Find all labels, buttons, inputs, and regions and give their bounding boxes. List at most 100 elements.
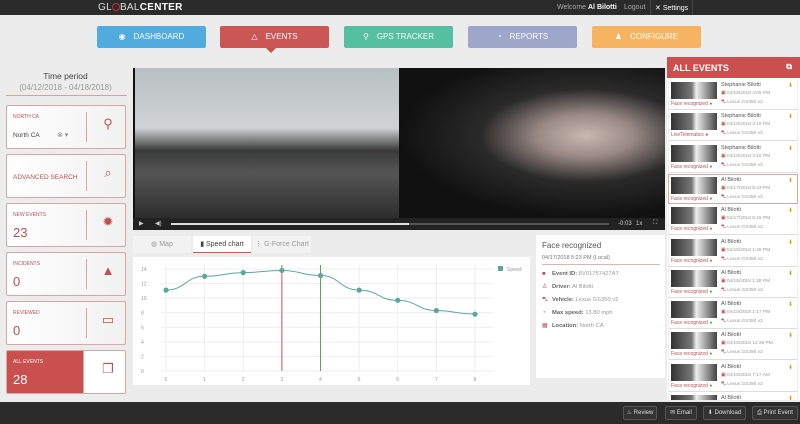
nav-configure[interactable]: ♟ CONFIGURE bbox=[592, 26, 701, 48]
event-type: Face recognized ● bbox=[671, 351, 712, 357]
event-id-row: ■ Event ID: 8V01757427A7 bbox=[542, 271, 619, 277]
user-config-icon: ♟ bbox=[614, 32, 623, 41]
driver-name: Al Bilotti bbox=[721, 395, 741, 400]
settings-link[interactable]: ✕ Settings bbox=[650, 0, 694, 15]
event-list-item[interactable]: Face recognized ● Al Bilotti ▣ 04/15/201… bbox=[668, 236, 798, 267]
print-event-button[interactable]: ⎙ Print Event bbox=[752, 406, 798, 420]
volume-icon[interactable]: ◀) bbox=[155, 221, 162, 227]
logo[interactable]: GL BALCENTER bbox=[98, 2, 183, 13]
advanced-search[interactable]: ADVANCED SEARCH ⌕ bbox=[6, 154, 126, 198]
region-select[interactable]: North CA bbox=[13, 132, 40, 139]
calendar-icon: ▣ bbox=[721, 310, 727, 316]
download-icon[interactable]: ⬇ bbox=[787, 208, 793, 215]
tab-g-force-chart[interactable]: ⋮ G-Force Chart bbox=[253, 236, 311, 253]
download-icon[interactable]: ⬇ bbox=[787, 302, 793, 309]
event-vehicle: ⛍ Lexus GS350 v2 bbox=[721, 288, 763, 294]
event-list-item[interactable]: Al Bilotti ⬇ bbox=[668, 393, 798, 400]
download-icon[interactable]: ⬇ bbox=[787, 239, 793, 246]
logo-text-bold: CENTER bbox=[139, 2, 183, 13]
nav-gps-tracker[interactable]: ⚲ GPS TRACKER bbox=[344, 26, 453, 48]
download-icon[interactable]: ⬇ bbox=[787, 396, 793, 400]
download-button[interactable]: ⬇ Download bbox=[703, 406, 746, 420]
print-icon: ⎙ bbox=[757, 410, 764, 416]
new-events-card[interactable]: NEW EVENTS 23 ✹ bbox=[6, 203, 126, 247]
welcome-text: Welcome Al Bilotti bbox=[557, 4, 617, 11]
tab-map[interactable]: ◍ Map bbox=[133, 236, 191, 253]
alert-badge-icon: ✹ bbox=[102, 214, 114, 229]
seek-bar-remaining[interactable] bbox=[409, 223, 609, 225]
y-tick-label: 2 bbox=[141, 354, 144, 360]
event-date: ▣ 04/15/2018 12:29 PM bbox=[721, 341, 773, 346]
event-list-item[interactable]: Face recognized ● Al Bilotti ▣ 04/15/201… bbox=[668, 267, 798, 298]
all-events-card[interactable]: ALL EVENTS 28 ❐ bbox=[6, 350, 126, 394]
video-player[interactable]: ▶ ◀) -0:03 1x ⛶ bbox=[133, 68, 665, 230]
event-type: Face recognized ● bbox=[671, 226, 712, 232]
speed-chart: 0 2 4 6 8 10 12 14 0 1 2 3 4 5 6 7 8 Speed bbox=[133, 257, 530, 385]
divider bbox=[86, 259, 87, 289]
nav-events[interactable]: △ EVENTS bbox=[220, 26, 329, 48]
download-icon[interactable]: ⬇ bbox=[787, 333, 793, 340]
download-icon[interactable]: ⬇ bbox=[787, 114, 793, 121]
event-list-item[interactable]: Face recognized ● Al Bilotti ▣ 04/17/201… bbox=[668, 205, 798, 236]
event-vehicle: ⛍ Lexus GS350 v2 bbox=[721, 225, 763, 231]
data-point bbox=[433, 307, 439, 314]
download-icon[interactable]: ⬇ bbox=[787, 145, 793, 152]
time-period-value[interactable]: (04/12/2018 - 04/18/2018) bbox=[19, 83, 112, 92]
event-list-item[interactable]: Face recognized ● Stephanie Bilotti ▣ 04… bbox=[668, 142, 798, 173]
card-label: ALL EVENTS bbox=[13, 359, 44, 365]
event-type-label: Face recognized bbox=[671, 101, 708, 107]
car-icon: ⛍ bbox=[721, 256, 728, 262]
download-icon[interactable]: ⬇ bbox=[787, 177, 793, 184]
seek-bar[interactable] bbox=[171, 223, 409, 225]
driver-name: Stephanie Bilotti bbox=[721, 82, 761, 88]
region-filter[interactable]: NORTH CA North CA ⊗ ▾ ⚲ bbox=[6, 105, 126, 149]
map-pin-icon: ⚲ bbox=[362, 32, 369, 41]
nav-dashboard[interactable]: ◉ DASHBOARD bbox=[97, 26, 206, 48]
g-force-icon: ⋮ bbox=[255, 241, 265, 248]
review-icon: ♨ bbox=[626, 410, 634, 416]
event-type: Face recognized ● bbox=[671, 320, 712, 326]
play-icon[interactable]: ▶ bbox=[139, 221, 144, 227]
event-list-item[interactable]: LiveTelematics ● Stephanie Bilotti ▣ 04/… bbox=[668, 111, 798, 142]
calendar-icon: ▣ bbox=[721, 122, 727, 128]
tab-speed-chart[interactable]: ▮ Speed chart bbox=[193, 236, 251, 253]
event-thumbnail bbox=[671, 269, 717, 287]
review-button[interactable]: ♨ Review bbox=[623, 406, 657, 420]
driver-name: Al Bilotti bbox=[721, 176, 741, 183]
incidents-card[interactable]: INCIDENTS 0 ▲ bbox=[6, 252, 126, 296]
date-text: 04/15/2018 1:28 PM bbox=[726, 278, 771, 284]
download-icon[interactable]: ⬇ bbox=[787, 364, 793, 371]
tab-label: Speed chart bbox=[206, 241, 244, 248]
calendar-icon: ▣ bbox=[721, 341, 727, 347]
vehicle-row: ⛍ Vehicle: Lexus GS350 v2 bbox=[542, 297, 618, 304]
card-label: REVIEWED bbox=[13, 310, 40, 316]
reviewed-card[interactable]: REVIEWED 0 ▭ bbox=[6, 301, 126, 345]
vehicle-text: Lexus GS350 v2 bbox=[727, 100, 763, 105]
map-icon: ▦ bbox=[542, 323, 548, 329]
clear-icon[interactable]: ⊗ ▾ bbox=[57, 132, 69, 139]
event-list-item[interactable]: Face recognized ● Stephanie Bilotti ▣ 04… bbox=[668, 80, 798, 110]
event-info-panel: Face recognized 04/17/2018 5:23 PM (Loca… bbox=[536, 235, 665, 378]
event-list-item[interactable]: Face recognized ● Al Bilotti ▣ 04/17/201… bbox=[668, 173, 798, 204]
fullscreen-icon[interactable]: ⛶ bbox=[653, 220, 658, 226]
logout-link[interactable]: Logout bbox=[624, 4, 646, 11]
download-icon[interactable]: ⬇ bbox=[787, 270, 793, 277]
copy-icon[interactable]: ⧉ bbox=[786, 62, 792, 71]
location-row: ▦ Location: North CA bbox=[542, 323, 604, 329]
event-list-item[interactable]: Face recognized ● Al Bilotti ▣ 04/15/201… bbox=[668, 330, 798, 361]
row-value: North CA bbox=[579, 323, 604, 329]
vehicle-text: Lexus GS350 v2 bbox=[727, 381, 763, 387]
event-date: ▣ 04/17/2018 5:23 PM bbox=[721, 186, 770, 191]
event-list-item[interactable]: Face recognized ● Al Bilotti ▣ 04/15/201… bbox=[668, 299, 798, 330]
nav-reports[interactable]: ◔ REPORTS bbox=[468, 26, 577, 48]
search-icon[interactable]: ⌕ bbox=[104, 165, 112, 180]
car-icon: ⛍ bbox=[721, 100, 728, 105]
car-icon: ⛍ bbox=[721, 319, 728, 325]
logo-text: GL bbox=[98, 2, 112, 13]
playback-speed[interactable]: 1x bbox=[636, 221, 643, 227]
event-list-item[interactable]: Face recognized ● Al Bilotti ▣ 04/15/201… bbox=[668, 361, 798, 392]
email-button[interactable]: ✉ Email bbox=[665, 406, 697, 420]
download-icon[interactable]: ⬇ bbox=[787, 83, 793, 89]
event-vehicle: ⛍ Lexus GS350 v2 bbox=[721, 195, 763, 201]
location-pin-icon[interactable]: ⚲ bbox=[103, 116, 113, 131]
